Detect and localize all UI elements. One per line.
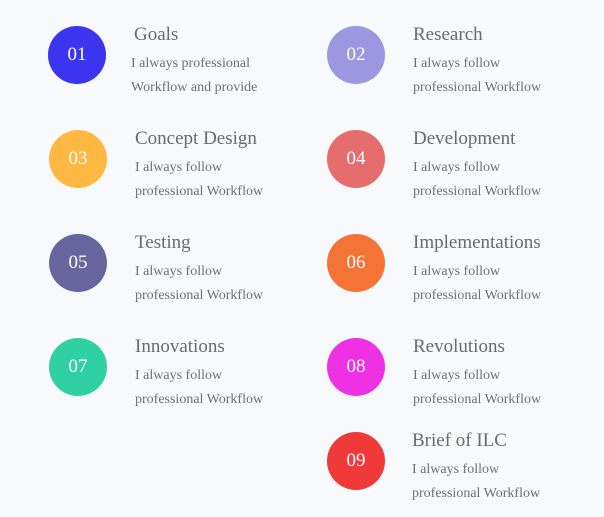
- step-title: Revolutions: [413, 336, 505, 357]
- step-description-line-2: professional Workflow: [413, 80, 542, 95]
- step-title: Research: [413, 24, 483, 45]
- step-title: Concept Design: [135, 128, 257, 149]
- step-description-line-2: professional Workflow: [135, 184, 264, 199]
- step-number-badge: 04: [327, 130, 385, 188]
- step-description-line-1: I always follow: [413, 264, 501, 279]
- step-title: Development: [413, 128, 516, 149]
- step-number-badge: 09: [327, 432, 385, 490]
- step-description-line-2: professional Workflow: [413, 288, 542, 303]
- step-description-line-1: I always follow: [413, 160, 501, 175]
- step-description-line-1: I always follow: [135, 368, 223, 383]
- step-number-badge: 08: [327, 338, 385, 396]
- step-description-line-1: I always follow: [412, 462, 500, 477]
- step-title: Innovations: [135, 336, 225, 357]
- step-number-badge: 01: [48, 26, 106, 84]
- step-number-badge: 02: [327, 26, 385, 84]
- step-number-badge: 06: [327, 234, 385, 292]
- step-description-line-2: professional Workflow: [413, 392, 542, 407]
- step-number-badge: 03: [49, 130, 107, 188]
- step-description-line-1: I always follow: [135, 160, 223, 175]
- step-title: Goals: [134, 24, 179, 45]
- step-description-line-2: professional Workflow: [412, 486, 541, 501]
- step-description-line-1: I always professional: [131, 56, 250, 71]
- step-description-line-1: I always follow: [413, 368, 501, 383]
- step-description-line-2: Workflow and provide: [131, 80, 258, 95]
- step-description-line-2: professional Workflow: [135, 392, 264, 407]
- step-description-line-1: I always follow: [413, 56, 501, 71]
- step-number-badge: 07: [49, 338, 107, 396]
- step-description-line-2: professional Workflow: [413, 184, 542, 199]
- step-title: Brief of ILC: [412, 430, 507, 451]
- step-description-line-2: professional Workflow: [135, 288, 264, 303]
- step-number-badge: 05: [49, 234, 107, 292]
- step-title: Implementations: [413, 232, 541, 253]
- step-title: Testing: [135, 232, 191, 253]
- step-description-line-1: I always follow: [135, 264, 223, 279]
